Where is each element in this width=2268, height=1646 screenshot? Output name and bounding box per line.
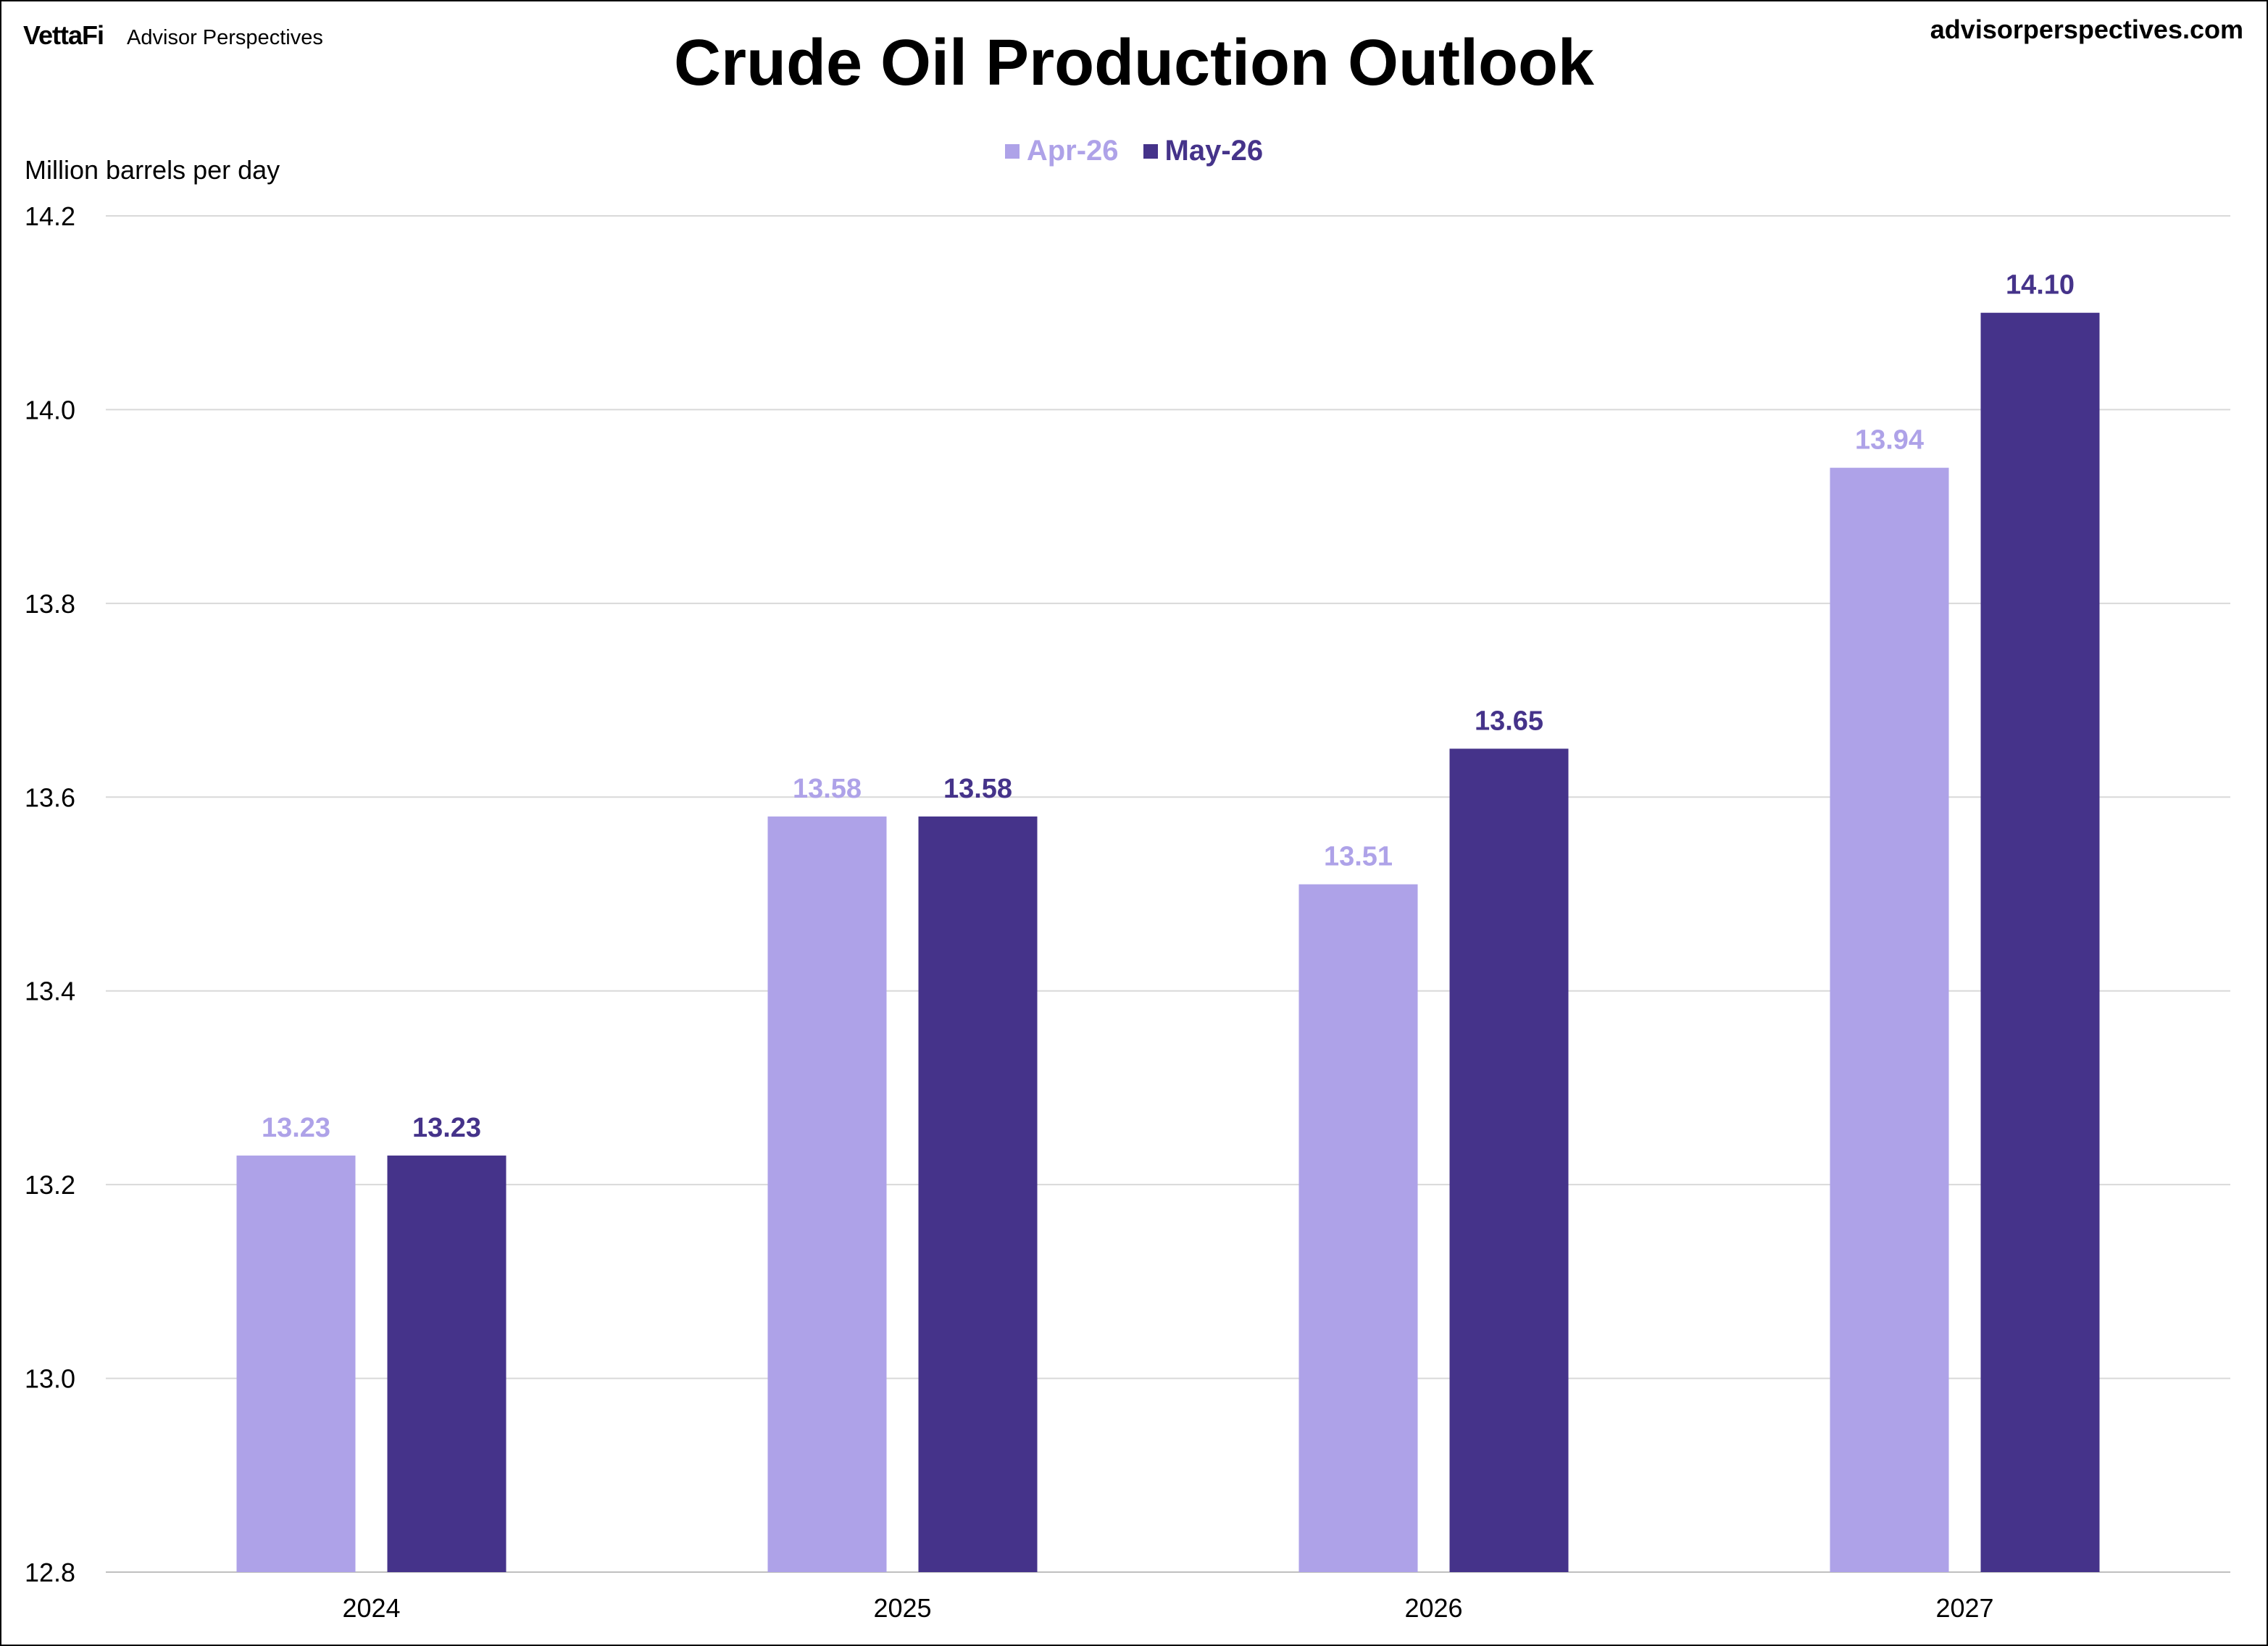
x-tick-label: 2025 [873, 1593, 931, 1623]
bar-may-26-2024 [387, 1156, 506, 1572]
data-label: 13.23 [412, 1113, 481, 1143]
bar-apr-26-2027 [1830, 467, 1949, 1572]
y-tick-label: 14.2 [25, 201, 75, 231]
legend-item-may-26: May-26 [1143, 135, 1264, 167]
legend-swatch-may-26 [1143, 143, 1158, 159]
data-label: 13.94 [1855, 425, 1924, 456]
x-tick-label: 2024 [342, 1593, 400, 1623]
bar-apr-26-2024 [236, 1156, 356, 1572]
brand-name: Advisor Perspectives [127, 26, 323, 49]
x-tick-label: 2026 [1404, 1593, 1462, 1623]
y-tick-label: 14.0 [25, 395, 75, 425]
data-label: 13.23 [262, 1113, 330, 1143]
chart-title: Crude Oil Production Outlook [674, 27, 1594, 99]
data-label: 13.58 [793, 774, 862, 804]
data-label: 13.51 [1324, 842, 1393, 872]
vettafi-logo: VettaFi [23, 20, 104, 50]
y-tick-label: 12.8 [25, 1558, 75, 1587]
y-tick-label: 13.0 [25, 1364, 75, 1394]
data-label: 14.10 [2006, 270, 2075, 301]
bar-apr-26-2026 [1298, 884, 1418, 1572]
y-tick-label: 13.8 [25, 589, 75, 619]
legend-label-may-26: May-26 [1164, 135, 1264, 167]
y-tick-label: 13.4 [25, 977, 75, 1006]
y-tick-label: 13.6 [25, 782, 75, 812]
bar-may-26-2027 [1980, 312, 2100, 1572]
data-label: 13.58 [943, 774, 1012, 804]
y-axis-label: Million barrels per day [25, 155, 280, 185]
legend-label-apr-26: Apr-26 [1026, 135, 1119, 167]
bar-apr-26-2025 [767, 816, 887, 1572]
site-url: advisorperspectives.com [1930, 14, 2243, 44]
legend-swatch-apr-26 [1004, 143, 1020, 159]
legend-item-apr-26: Apr-26 [1004, 135, 1119, 167]
bar-may-26-2026 [1449, 748, 1569, 1572]
data-label: 13.65 [1475, 706, 1543, 736]
bar-may-26-2025 [918, 816, 1038, 1572]
x-tick-label: 2027 [1935, 1593, 1993, 1623]
brand: VettaFi Advisor Perspectives [23, 20, 323, 51]
chart-legend: Apr-26 May-26 [0, 135, 2268, 167]
y-tick-label: 13.2 [25, 1170, 75, 1200]
